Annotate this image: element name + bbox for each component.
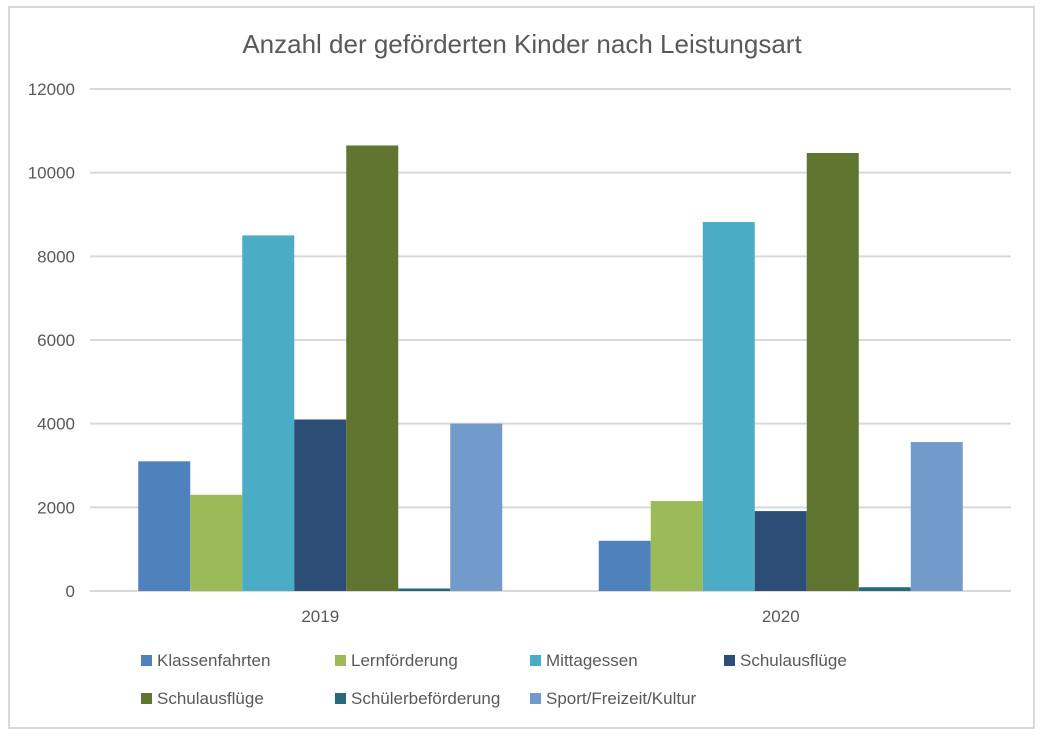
x-category-label: 2019 [301, 607, 339, 626]
y-tick-label: 0 [66, 582, 75, 601]
bar-2020-2 [702, 222, 755, 591]
bar-2019-0 [138, 461, 191, 591]
y-axis-ticks: 0 2000 4000 6000 8000 10000 12000 [28, 80, 75, 601]
bar-2019-1 [190, 494, 243, 591]
bars [138, 145, 963, 591]
legend-swatch [530, 655, 541, 666]
y-tick-label: 6000 [37, 331, 75, 350]
legend-swatch [335, 655, 346, 666]
bar-2020-5 [858, 587, 911, 591]
chart-title: Anzahl der geförderten Kinder nach Leist… [242, 29, 802, 59]
legend-swatch [141, 655, 152, 666]
legend-item: Schulausflüge [141, 689, 264, 708]
bar-2020-4 [806, 153, 859, 591]
legend-swatch [335, 693, 346, 704]
legend-label: Lernförderung [351, 651, 458, 670]
bar-2020-0 [598, 540, 651, 591]
x-axis-categories: 2019 2020 [301, 607, 799, 626]
legend: Klassenfahrten Lernförderung Mittagessen Sc… [141, 651, 847, 708]
y-tick-label: 12000 [28, 80, 75, 99]
legend-label: Klassenfahrten [157, 651, 270, 670]
legend-label: Schulausflüge [740, 651, 847, 670]
legend-item: Mittagessen [530, 651, 638, 670]
legend-label: Schülerbeförderung [351, 689, 500, 708]
bar-2020-1 [650, 501, 703, 591]
bar-2020-3 [754, 511, 807, 591]
legend-item: Schulausflüge [724, 651, 847, 670]
x-category-label: 2020 [762, 607, 800, 626]
legend-swatch [724, 655, 735, 666]
legend-label: Mittagessen [546, 651, 638, 670]
bar-2019-2 [242, 235, 295, 591]
chart-frame [8, 6, 1035, 729]
legend-label: Schulausflüge [157, 689, 264, 708]
bar-2019-3 [294, 419, 347, 591]
legend-item: Lernförderung [335, 651, 458, 670]
y-tick-label: 4000 [37, 415, 75, 434]
legend-swatch [141, 693, 152, 704]
bar-2019-5 [398, 588, 451, 591]
bar-2020-6 [910, 442, 963, 591]
y-tick-label: 2000 [37, 498, 75, 517]
bar-2019-4 [346, 145, 399, 591]
bar-2019-6 [450, 423, 503, 591]
legend-item: Sport/Freizeit/Kultur [530, 689, 697, 708]
legend-swatch [530, 693, 541, 704]
legend-item: Schülerbeförderung [335, 689, 500, 708]
legend-item: Klassenfahrten [141, 651, 270, 670]
y-tick-label: 8000 [37, 247, 75, 266]
legend-label: Sport/Freizeit/Kultur [546, 689, 697, 708]
y-tick-label: 10000 [28, 164, 75, 183]
